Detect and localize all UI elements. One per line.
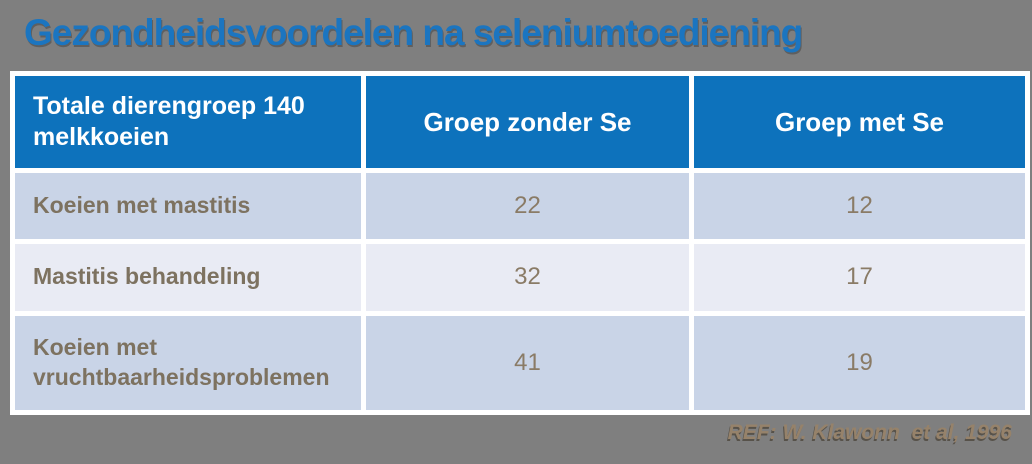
- value-vruchtbaarheid-met-se: 19: [694, 315, 1025, 410]
- reference-citation: REF: W. Klawonn et al, 1996: [727, 421, 1012, 444]
- slide-title: Gezondheidsvoordelen na seleniumtoedieni…: [24, 12, 803, 53]
- column-header-group-with-se: Groep met Se: [694, 76, 1025, 168]
- row-label-mastitis: Koeien met mastitis: [15, 173, 361, 240]
- value-mastitis-zonder-se: 22: [366, 173, 689, 240]
- value-vruchtbaarheid-zonder-se: 41: [366, 315, 689, 410]
- table-row-mastitis: Koeien met mastitis 22 12: [15, 173, 1025, 240]
- column-header-group-without-se: Groep zonder Se: [366, 76, 689, 168]
- value-behandeling-zonder-se: 32: [366, 244, 689, 311]
- row-label-behandeling: Mastitis behandeling: [15, 244, 361, 311]
- value-behandeling-met-se: 17: [694, 244, 1025, 311]
- selenium-results-table: Totale dierengroep 140 melkkoeien Groep …: [10, 71, 1030, 415]
- row-label-vruchtbaarheid: Koeien met vruchtbaarheidsproblemen: [15, 315, 361, 410]
- table-row-vruchtbaarheid: Koeien met vruchtbaarheidsproblemen 41 1…: [15, 315, 1025, 410]
- column-header-total-group: Totale dierengroep 140 melkkoeien: [15, 76, 361, 168]
- value-mastitis-met-se: 12: [694, 173, 1025, 240]
- table-row-behandeling: Mastitis behandeling 32 17: [15, 244, 1025, 311]
- table-header-row: Totale dierengroep 140 melkkoeien Groep …: [15, 76, 1025, 168]
